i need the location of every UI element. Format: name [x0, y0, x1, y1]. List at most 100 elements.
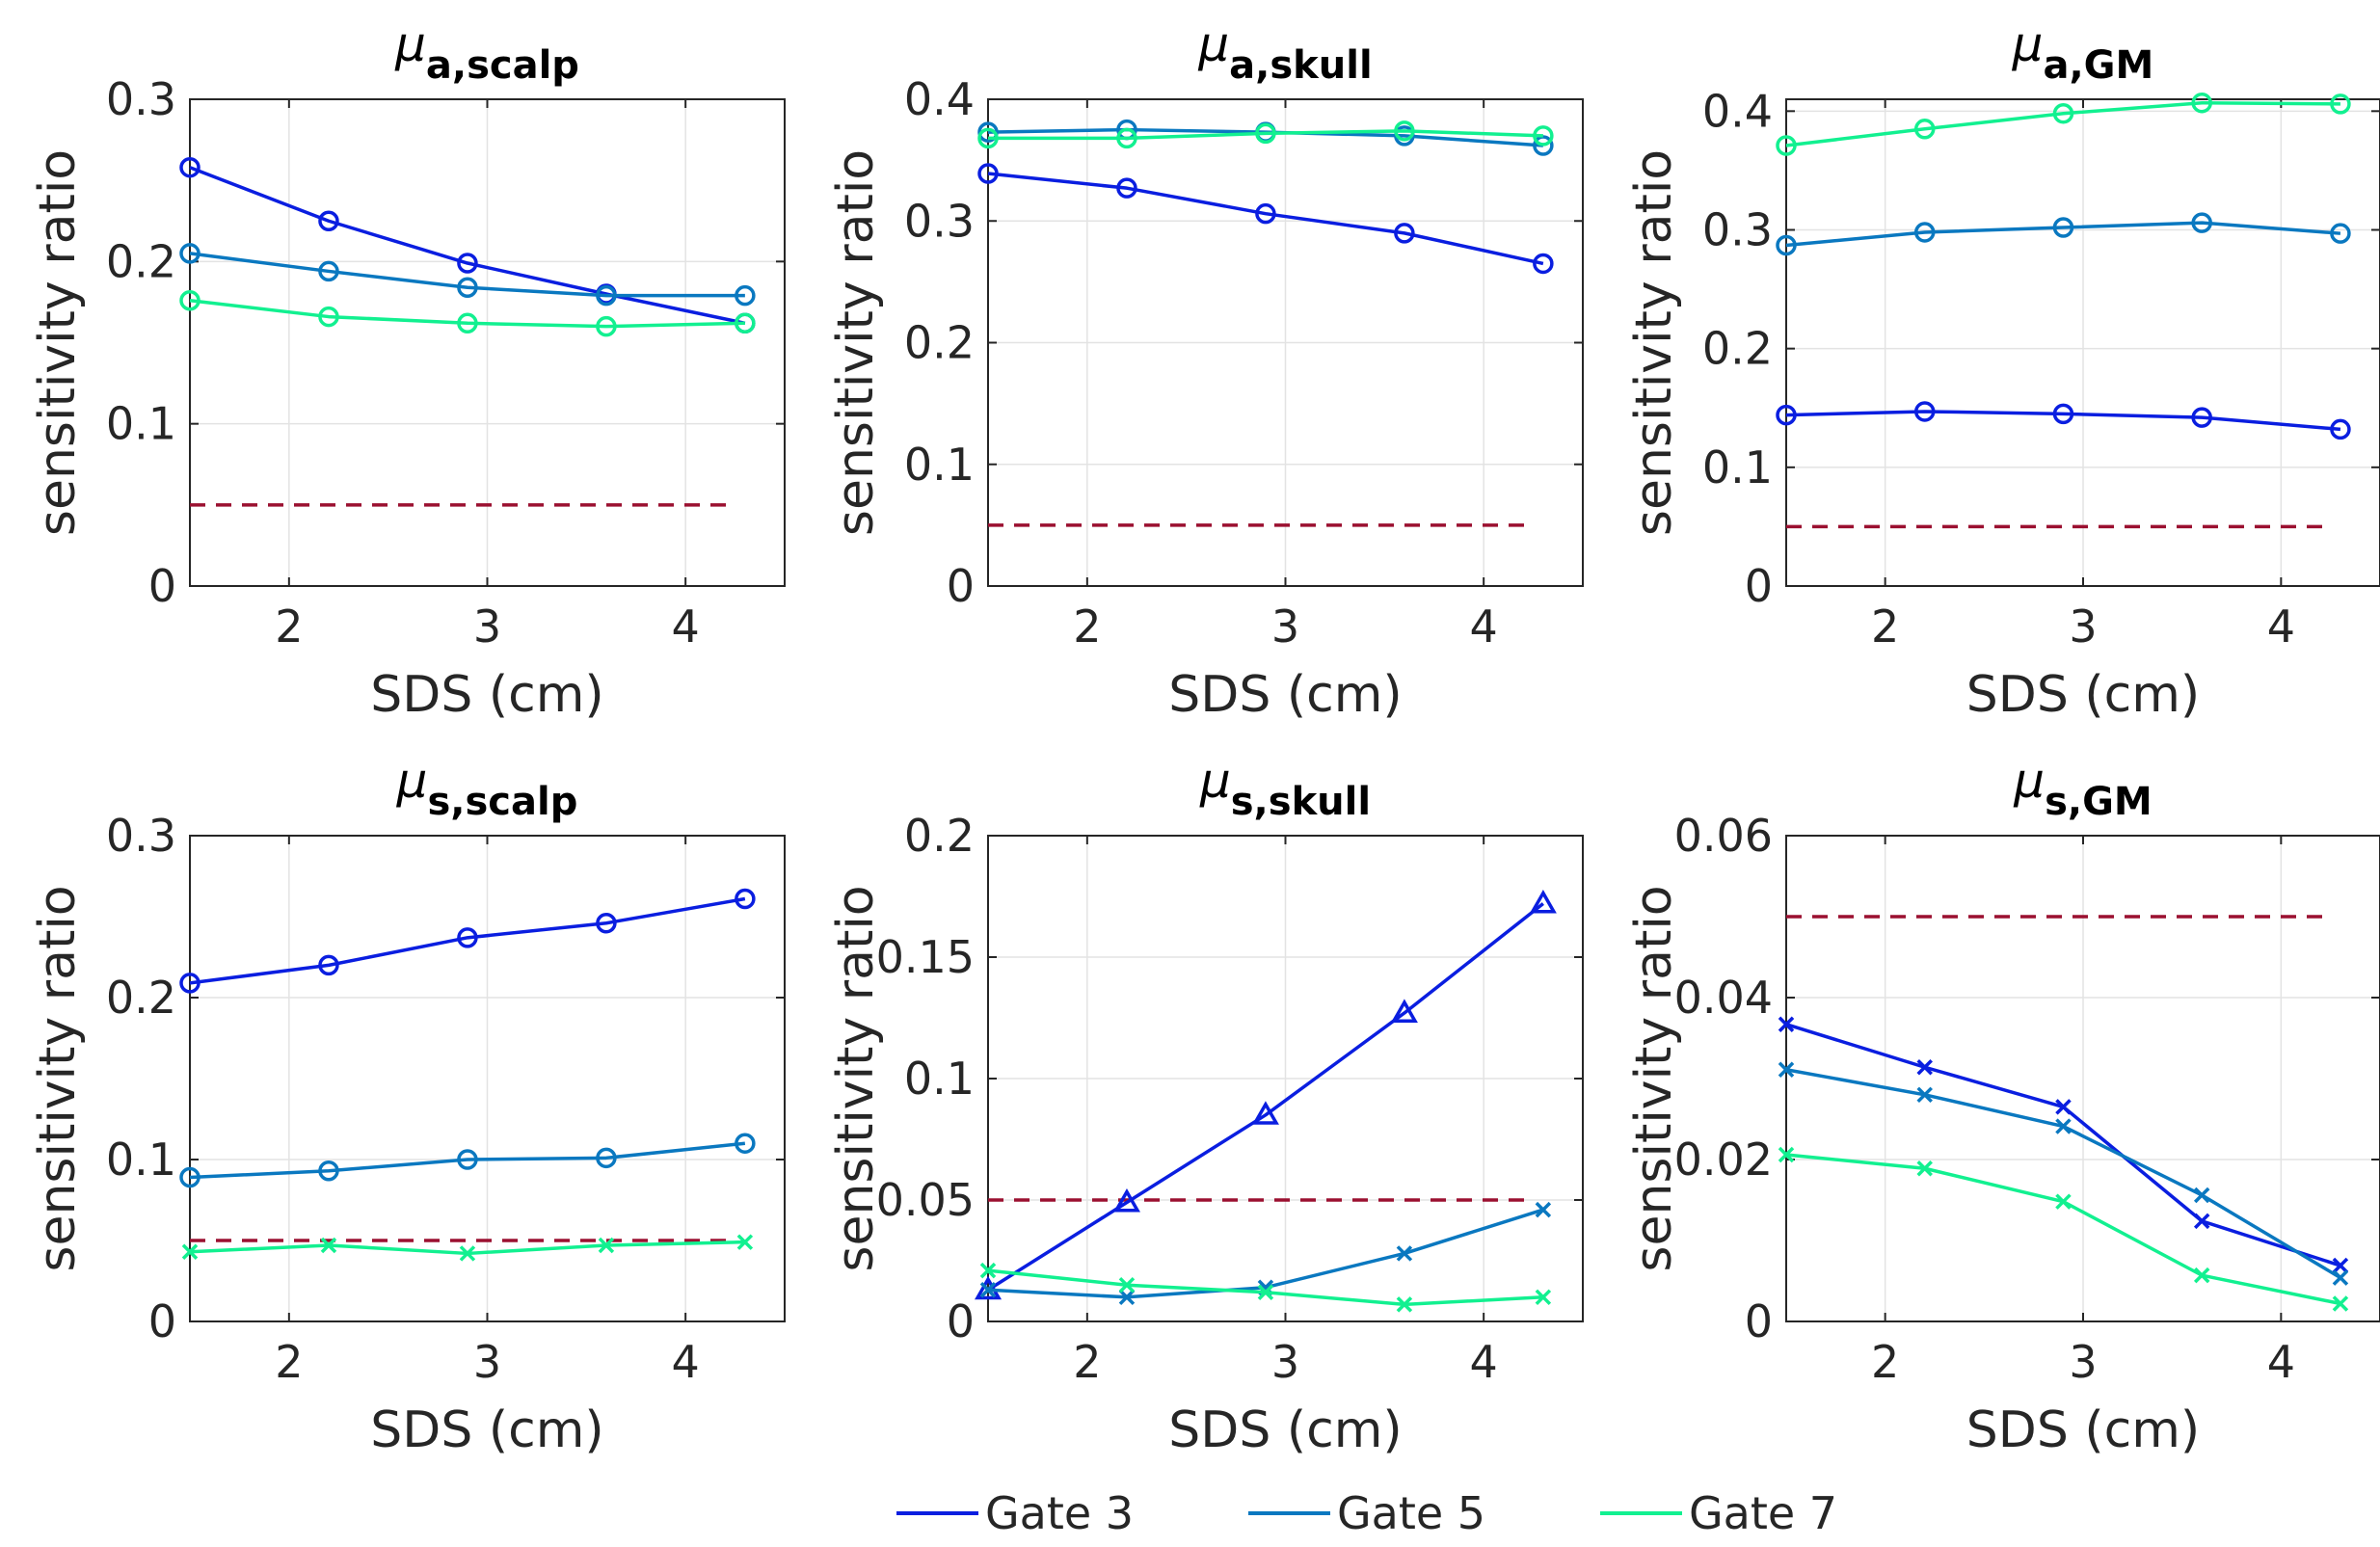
data-point	[735, 312, 756, 334]
x-tick-label: 2	[1871, 600, 1899, 653]
chart-title: μs,GM	[2013, 753, 2152, 824]
x-tick-label: 2	[1073, 600, 1101, 653]
x-tick-label: 4	[2267, 1336, 2295, 1388]
data-point	[2191, 92, 2212, 114]
x-axis-label: SDS (cm)	[370, 1401, 603, 1459]
chart-title-mu: μ	[2013, 753, 2045, 809]
data-point	[320, 1237, 337, 1254]
data-point	[1776, 234, 1797, 256]
data-point	[2193, 1267, 2210, 1284]
x-axis-label: SDS (cm)	[370, 666, 603, 724]
data-point	[179, 243, 201, 264]
plot-data	[1778, 915, 2349, 1312]
data-point	[318, 306, 339, 328]
data-point	[2055, 1193, 2072, 1210]
y-tick-label: 0.3	[1702, 203, 1773, 255]
data-point	[1396, 1245, 1413, 1262]
data-point	[318, 954, 339, 976]
data-point	[1251, 1101, 1279, 1125]
x-tick-label: 3	[1271, 600, 1299, 653]
y-tick-label: 0.04	[1674, 972, 1773, 1024]
x-tick-label: 3	[473, 1336, 501, 1388]
y-tick-label: 0.1	[1702, 441, 1773, 493]
data-point	[1778, 1061, 1795, 1078]
y-axis-label: sensitivity ratio	[29, 885, 87, 1271]
y-tick-label: 0	[148, 1295, 176, 1347]
x-axis-label: SDS (cm)	[1168, 666, 1402, 724]
x-tick-label: 3	[2069, 1336, 2097, 1388]
series-line-gate-7	[1785, 100, 2340, 147]
data-point	[318, 210, 339, 231]
legend: Gate 3 Gate 5 Gate 7	[896, 1487, 1837, 1539]
y-tick-label: 0	[1745, 1295, 1773, 1347]
data-point	[318, 1160, 339, 1182]
x-tick-label: 3	[473, 600, 501, 653]
data-point	[2330, 93, 2351, 115]
data-point	[1535, 1201, 1552, 1218]
data-point	[596, 284, 617, 307]
y-tick-label: 0.4	[1702, 85, 1773, 137]
x-tick-label: 4	[672, 600, 700, 653]
data-point	[1255, 202, 1276, 225]
chart-panel-6: 2 3 4 0 0.02 0.04 0.06 SDS (cm) sensitivity rati…	[1625, 753, 2380, 1459]
y-tick-label: 0.1	[106, 398, 176, 450]
data-point	[979, 1282, 997, 1298]
x-tick-label: 3	[2069, 600, 2097, 653]
data-point	[1255, 122, 1276, 145]
data-point	[457, 312, 478, 334]
data-point	[1394, 223, 1415, 244]
data-point	[1116, 127, 1137, 149]
chart-title-subscript: a,GM	[2043, 43, 2153, 88]
chart-title-subscript: a,skull	[1229, 43, 1373, 88]
y-tick-label: 0.1	[106, 1134, 176, 1186]
chart-panel-2: 2 3 4 0 0.1 0.2 0.3 0.4 SDS (cm) sensitivity rati…	[827, 16, 1584, 724]
y-tick-label: 0.02	[1674, 1134, 1773, 1186]
chart-title-subscript: s,scalp	[427, 780, 577, 824]
x-axis-label: SDS (cm)	[1966, 666, 2200, 724]
legend-entry-label: Gate 5	[1337, 1487, 1485, 1539]
chart-title-mu: μ	[394, 16, 426, 72]
series-line-gate-3	[987, 172, 1544, 266]
y-tick-label: 0.2	[106, 235, 176, 287]
data-point	[736, 1234, 754, 1250]
x-tick-label: 2	[275, 600, 303, 653]
y-tick-label: 0.15	[876, 931, 975, 983]
data-point	[977, 163, 999, 184]
chart-title: μa,GM	[2012, 16, 2154, 88]
chart-title-subscript: s,GM	[2045, 780, 2153, 824]
x-tick-label: 2	[275, 1336, 303, 1388]
data-point	[1396, 1296, 1413, 1313]
data-point	[1913, 222, 1936, 243]
data-point	[1776, 404, 1797, 426]
data-point	[1118, 1276, 1136, 1294]
data-point	[179, 1166, 201, 1188]
chart-title-mu: μ	[1197, 16, 1229, 72]
y-axis-label: sensitivity ratio	[1625, 149, 1683, 536]
y-tick-label: 0	[148, 560, 176, 612]
legend-entry-label: Gate 3	[985, 1487, 1134, 1539]
y-tick-label: 0.3	[106, 810, 176, 862]
data-point	[2052, 403, 2074, 425]
data-point	[1390, 999, 1418, 1023]
chart-title: μa,skull	[1197, 16, 1372, 88]
y-tick-label: 0.2	[904, 810, 975, 862]
data-point	[2055, 1099, 2072, 1115]
data-point	[1257, 1284, 1274, 1300]
data-point	[598, 1237, 615, 1254]
data-point	[2191, 407, 2212, 428]
x-tick-label: 2	[1073, 1336, 1101, 1388]
chart-panel-1: 2 3 4 0 0.1 0.2 0.3 SDS (cm) sensitivity ratio μa…	[29, 16, 786, 724]
series-line-gate-5	[189, 252, 745, 298]
data-point	[1535, 1289, 1552, 1306]
data-point	[1913, 401, 1936, 422]
data-point	[977, 127, 999, 149]
data-point	[2332, 1269, 2349, 1286]
series-line-gate-3	[987, 902, 1544, 1292]
data-point	[735, 284, 756, 307]
data-point	[2193, 1187, 2210, 1204]
chart-panel-4: 2 3 4 0 0.1 0.2 0.3 SDS (cm) sensitivity ratio μs…	[29, 753, 786, 1459]
series-line-gate-7	[189, 298, 745, 329]
data-point	[457, 1149, 478, 1170]
y-tick-label: 0.4	[904, 73, 975, 125]
